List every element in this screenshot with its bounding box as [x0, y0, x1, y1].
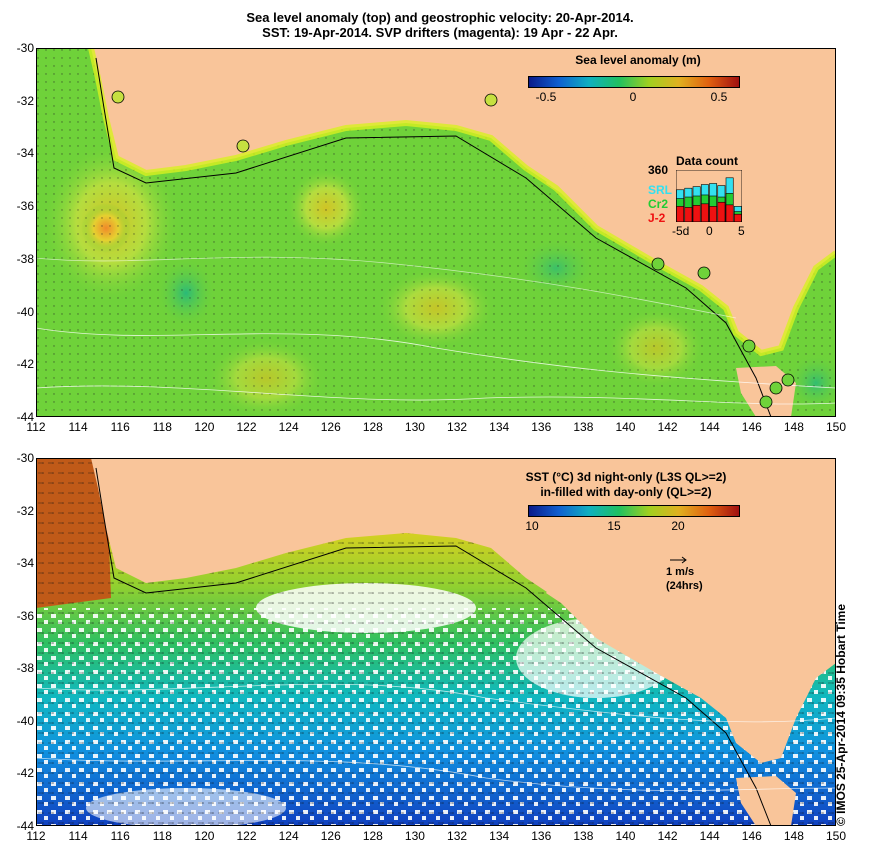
bottom-xtick-label: 132 — [442, 829, 472, 843]
sst-tick-1: 10 — [512, 519, 552, 533]
data-count-bar-j-2 — [693, 205, 700, 222]
tide-gauge-marker — [112, 91, 124, 103]
bottom-xtick-label: 124 — [274, 829, 304, 843]
top-xtick-label: 122 — [232, 420, 262, 434]
top-xtick-label: 144 — [695, 420, 725, 434]
data-count-ymax: 360 — [648, 163, 668, 177]
legend-cr2: Cr2 — [648, 197, 668, 211]
top-ytick-label: -32 — [0, 94, 34, 108]
top-xtick-label: 118 — [147, 420, 177, 434]
top-ytick-label: -36 — [0, 199, 34, 213]
bottom-xtick-label: 150 — [821, 829, 851, 843]
tide-gauge-marker — [698, 267, 710, 279]
sla-colorbar — [528, 76, 740, 88]
credit-text: © IMOS 25-Apr-2014 09:35 Hobart Time — [834, 526, 848, 826]
data-count-inset: Data count 360 SRL Cr2 J-2 -5d 0 5 — [648, 152, 748, 242]
top-xtick-label: 128 — [358, 420, 388, 434]
bottom-ytick-label: -42 — [0, 766, 34, 780]
sst-tick-2: 15 — [594, 519, 634, 533]
data-count-bar-j-2 — [710, 206, 717, 222]
bottom-xtick-label: 146 — [737, 829, 767, 843]
top-xtick-label: 136 — [526, 420, 556, 434]
top-xtick-label: 138 — [568, 420, 598, 434]
data-count-bars — [676, 170, 742, 222]
tide-gauge-marker — [743, 340, 755, 352]
legend-j2: J-2 — [648, 211, 665, 225]
top-ytick-label: -30 — [0, 41, 34, 55]
scale-arrow-label: 1 m/s — [666, 566, 694, 578]
data-count-bar-j-2 — [701, 204, 708, 222]
data-count-xtick-1: -5d — [672, 224, 689, 238]
sla-tick-2: 0 — [613, 90, 653, 104]
bottom-xtick-label: 128 — [358, 829, 388, 843]
bottom-xtick-label: 114 — [63, 829, 93, 843]
data-count-title: Data count — [676, 154, 738, 168]
top-xtick-label: 120 — [189, 420, 219, 434]
tide-gauge-marker — [652, 258, 664, 270]
legend-srl: SRL — [648, 183, 672, 197]
bottom-xtick-label: 144 — [695, 829, 725, 843]
sst-colorbar-title-2: in-filled with day-only (QL>=2) — [476, 485, 776, 499]
bottom-xtick-label: 116 — [105, 829, 135, 843]
tide-gauge-marker — [485, 94, 497, 106]
data-count-bar-j-2 — [677, 206, 684, 222]
top-xtick-label: 148 — [779, 420, 809, 434]
top-xtick-label: 140 — [610, 420, 640, 434]
bottom-xtick-label: 126 — [316, 829, 346, 843]
top-xtick-label: 142 — [653, 420, 683, 434]
top-ytick-label: -38 — [0, 252, 34, 266]
bottom-xtick-label: 120 — [189, 829, 219, 843]
scale-arrow-sublabel: (24hrs) — [666, 580, 703, 592]
top-xtick-label: 112 — [21, 420, 51, 434]
bottom-xtick-label: 122 — [232, 829, 262, 843]
tide-gauge-marker — [770, 382, 782, 394]
top-ytick-label: -40 — [0, 305, 34, 319]
sla-tick-1: -0.5 — [526, 90, 566, 104]
tide-gauge-marker — [237, 140, 249, 152]
top-xtick-label: 132 — [442, 420, 472, 434]
bottom-xtick-label: 138 — [568, 829, 598, 843]
data-count-xtick-2: 0 — [706, 224, 713, 238]
data-count-bar-j-2 — [718, 202, 725, 222]
top-xtick-label: 134 — [484, 420, 514, 434]
sla-colorbar-title: Sea level anomaly (m) — [528, 53, 748, 67]
bottom-xtick-label: 112 — [21, 829, 51, 843]
tide-gauge-marker — [760, 396, 772, 408]
bottom-xtick-label: 142 — [653, 829, 683, 843]
data-count-bar-j-2 — [726, 205, 733, 222]
top-ytick-label: -42 — [0, 357, 34, 371]
bottom-ytick-label: -40 — [0, 714, 34, 728]
top-xtick-label: 126 — [316, 420, 346, 434]
top-xtick-label: 114 — [63, 420, 93, 434]
top-ytick-label: -34 — [0, 146, 34, 160]
data-count-xtick-3: 5 — [738, 224, 745, 238]
sst-colorbar-title-1: SST (°C) 3d night-only (L3S QL>=2) — [476, 470, 776, 484]
data-count-bar-j-2 — [685, 207, 692, 222]
bottom-xtick-label: 134 — [484, 829, 514, 843]
bottom-xtick-label: 136 — [526, 829, 556, 843]
data-count-bar-j-2 — [734, 214, 741, 222]
top-xtick-label: 116 — [105, 420, 135, 434]
top-xtick-label: 124 — [274, 420, 304, 434]
top-xtick-label: 130 — [400, 420, 430, 434]
bottom-xtick-label: 118 — [147, 829, 177, 843]
title-line-2: SST: 19-Apr-2014. SVP drifters (magenta)… — [0, 25, 880, 40]
title-line-1: Sea level anomaly (top) and geostrophic … — [0, 10, 880, 25]
sst-tick-3: 20 — [658, 519, 698, 533]
tide-gauge-marker — [782, 374, 794, 386]
bottom-ytick-label: -36 — [0, 609, 34, 623]
bottom-ytick-label: -32 — [0, 504, 34, 518]
bottom-ytick-label: -38 — [0, 661, 34, 675]
sst-map-panel: SST (°C) 3d night-only (L3S QL>=2) in-fi… — [36, 458, 836, 826]
sla-map-panel: Sea level anomaly (m) -0.5 0 0.5 Data co… — [36, 48, 836, 417]
top-xtick-label: 146 — [737, 420, 767, 434]
bottom-xtick-label: 130 — [400, 829, 430, 843]
sla-tick-3: 0.5 — [699, 90, 739, 104]
bottom-xtick-label: 148 — [779, 829, 809, 843]
bottom-ytick-label: -30 — [0, 451, 34, 465]
top-xtick-label: 150 — [821, 420, 851, 434]
bottom-ytick-label: -34 — [0, 556, 34, 570]
sst-colorbar — [528, 505, 740, 517]
bottom-xtick-label: 140 — [610, 829, 640, 843]
